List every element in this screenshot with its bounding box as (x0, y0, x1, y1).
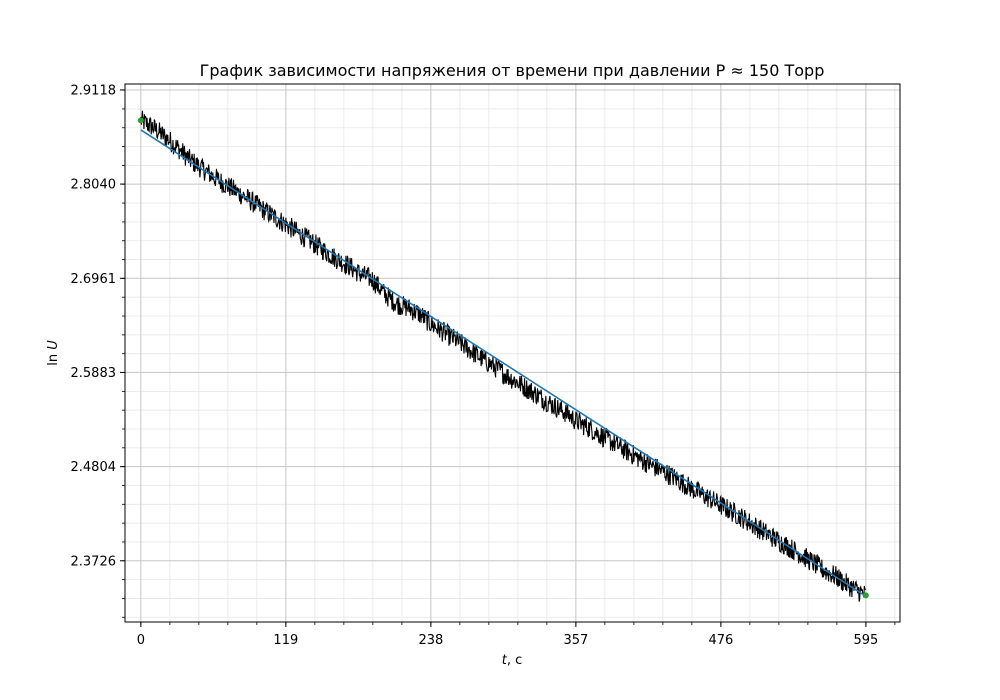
major-grid (125, 84, 900, 622)
x-tick-label: 595 (853, 633, 878, 648)
y-tick-label: 2.5883 (71, 366, 117, 381)
y-tick-label: 2.8040 (71, 178, 117, 193)
x-tick-label: 476 (708, 633, 733, 648)
plot-frame (124, 83, 901, 623)
y-axis-label-prefix: ln (46, 350, 61, 366)
y-tick-label: 2.9118 (71, 83, 117, 98)
y-tick-label: 2.4804 (71, 460, 117, 475)
endpoint-marker (862, 592, 869, 599)
y-axis-label-var: U (46, 340, 61, 350)
x-axis-label-unit: , с (507, 653, 522, 668)
y-tick-label: 2.6961 (71, 272, 117, 287)
x-tick-label: 238 (418, 633, 443, 648)
y-tick-label: 2.3726 (71, 554, 117, 569)
chart-title: График зависимости напряжения от времени… (200, 61, 825, 80)
series-layer (137, 110, 869, 602)
x-tick-label: 357 (563, 633, 588, 648)
x-tick-label: 119 (273, 633, 298, 648)
fit-line (140, 129, 867, 597)
x-axis-label: t, с (502, 653, 523, 668)
minor-grid (125, 84, 900, 622)
y-axis-label: ln U (46, 340, 61, 366)
measured-series-line (140, 110, 867, 602)
endpoint-marker (137, 117, 144, 124)
x-axis-ticks: 0 119 238 357 476 595 (137, 622, 896, 648)
x-tick-label: 0 (137, 633, 145, 648)
y-axis-ticks: 2.3726 2.4804 2.5883 2.6961 2.8040 2.9118 (71, 83, 125, 618)
x-axis-label-var: t (502, 653, 508, 668)
